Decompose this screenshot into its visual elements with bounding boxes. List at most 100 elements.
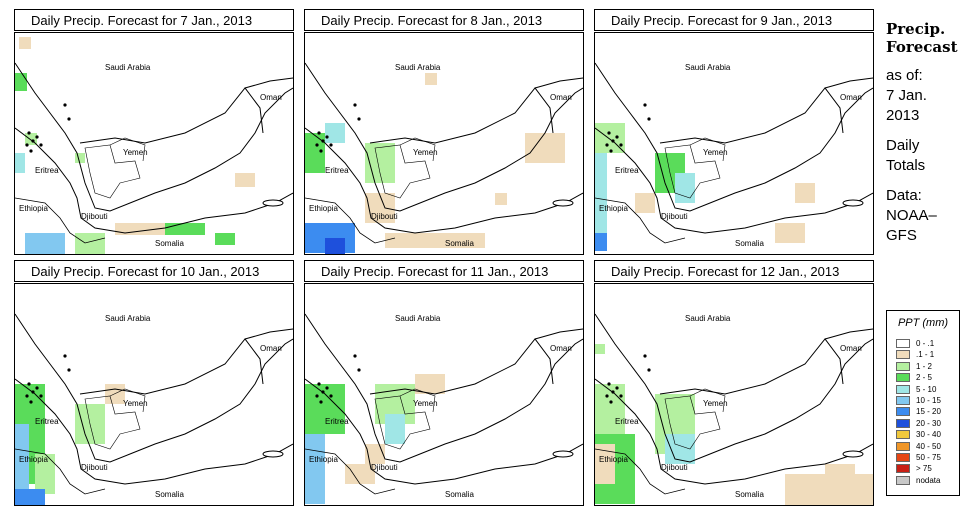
dahlak-islands [315,103,361,153]
data-source-line3: GFS [886,227,917,244]
country-border [595,197,686,244]
precip-cell [775,223,805,243]
dahlak-islands [25,103,71,153]
precip-cell [235,173,255,187]
map-label-yemen: Yemen [703,148,728,157]
legend-swatch [896,430,910,440]
precip-cell [325,123,345,143]
precip-cell [305,133,325,173]
precip-cell [325,238,345,254]
arabia-coastline [305,62,583,212]
legend-label: 1 - 2 [916,361,933,371]
precip-cell [35,454,55,494]
precip-cells [595,123,815,251]
precip-cells [305,73,565,254]
map-label-ethiopia: Ethiopia [599,204,628,213]
legend-swatch [896,407,910,417]
map-label-eritrea: Eritrea [35,417,59,426]
panel-title: Daily Precip. Forecast for 8 Jan., 2013 [304,9,584,31]
map-label-eritrea: Eritrea [35,166,59,175]
legend-swatch [896,384,910,394]
map-label-eritrea: Eritrea [325,417,349,426]
legend-label: .1 - 1 [916,350,935,360]
map-label-oman: Oman [260,93,282,102]
precip-cell [385,414,405,444]
country-border [534,77,583,89]
africa-coastline [595,378,873,485]
precip-cell [345,464,375,484]
map-label-yemen: Yemen [123,148,148,157]
precip-cell [15,489,45,505]
legend-swatch [896,418,910,428]
map-label-ethiopia: Ethiopia [599,455,628,464]
precip-cell [75,153,85,163]
africa-coastline [15,127,293,234]
country-border [305,197,396,244]
precip-cell [105,384,125,404]
precip-cell [25,233,65,254]
panel-title: Daily Precip. Forecast for 12 Jan., 2013 [594,260,874,282]
precip-map: Saudi Arabia Oman Yemen Eritrea Ethiopia Djib… [14,283,294,506]
forecast-panel-jan11: Daily Precip. Forecast for 11 Jan., 2013… [304,260,586,506]
africa-coastline [305,378,583,485]
country-border [79,87,264,144]
socotra-island [552,450,574,458]
legend-label: 2 - 5 [916,373,933,383]
panel-title: Daily Precip. Forecast for 9 Jan., 2013 [594,9,874,31]
map-label-eritrea: Eritrea [615,166,639,175]
totals-line1: Daily [886,137,920,154]
socotra-island [842,450,864,458]
map-label-yemen: Yemen [413,399,438,408]
map-label-saudi: Saudi Arabia [685,314,731,323]
asof-date-line2: 2013 [886,107,920,124]
legend-swatch [896,464,910,474]
legend-swatch [896,361,910,371]
map-label-djibouti: Djibouti [661,463,688,472]
country-border [824,328,873,340]
precip-cell [595,153,607,233]
map-label-djibouti: Djibouti [371,212,398,221]
map-label-ethiopia: Ethiopia [19,204,48,213]
arabia-coastline [305,313,583,463]
dahlak-islands [605,354,651,404]
map-label-saudi: Saudi Arabia [105,63,151,72]
data-source-line2: NOAA– [886,207,937,224]
africa-coastline [15,378,293,485]
legend-label: 20 - 30 [916,418,941,428]
dahlak-islands [315,354,361,404]
map-label-somalia: Somalia [445,490,474,499]
country-border [244,328,293,340]
legend-swatch [896,339,910,348]
map-label-djibouti: Djibouti [371,463,398,472]
precip-cell [385,233,485,248]
forecast-panel-jan9: Daily Precip. Forecast for 9 Jan., 2013 … [594,9,876,255]
map-label-somalia: Somalia [735,490,764,499]
map-label-oman: Oman [550,93,572,102]
precip-cell [595,344,605,354]
forecast-panel-jan8: Daily Precip. Forecast for 8 Jan., 2013 … [304,9,586,255]
forecast-panel-jan12: Daily Precip. Forecast for 12 Jan., 2013… [594,260,876,506]
precip-cell [215,233,235,245]
precip-cell [15,73,27,91]
asof-date-line1: 7 Jan. [886,87,927,104]
precip-map: Saudi Arabia Oman Yemen Eritrea Ethiopia Djib… [304,283,584,506]
socotra-island [842,199,864,207]
legend-label: 40 - 50 [916,441,941,451]
map-label-oman: Oman [260,344,282,353]
panel-title: Daily Precip. Forecast for 10 Jan., 2013 [14,260,294,282]
sidebar-info: Precip. Forecast as of: 7 Jan. 2013 Dail… [886,20,968,246]
map-label-somalia: Somalia [155,239,184,248]
map-label-eritrea: Eritrea [325,166,349,175]
legend-swatch [896,475,910,485]
arabia-coastline [595,313,873,463]
forecast-panel-jan7: Daily Precip. Forecast for 7 Jan., 2013 … [14,9,296,255]
precip-map: Saudi Arabia Oman Yemen Eritrea Ethiopia Djib… [594,32,874,255]
map-label-ethiopia: Ethiopia [19,455,48,464]
map-label-yemen: Yemen [413,148,438,157]
legend-label: 15 - 20 [916,407,941,417]
arabia-coastline [15,62,293,212]
legend-label: 30 - 40 [916,430,941,440]
country-border [15,197,106,244]
map-label-saudi: Saudi Arabia [105,314,151,323]
